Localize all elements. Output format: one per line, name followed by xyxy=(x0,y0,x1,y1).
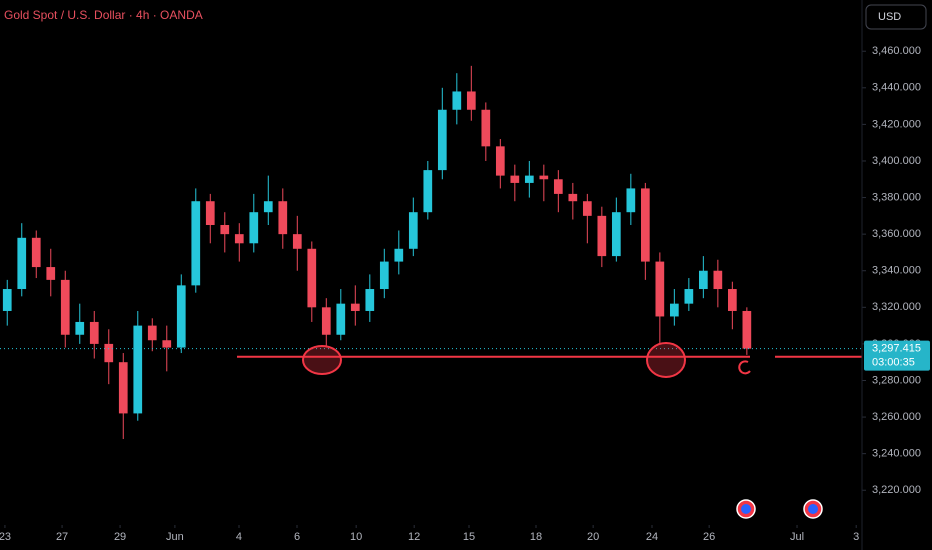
x-tick-label: 18 xyxy=(530,531,542,543)
candle-body xyxy=(350,303,360,311)
candle-body xyxy=(713,270,723,290)
candle-body xyxy=(582,201,592,216)
last-price-label: 3,297.415 xyxy=(872,343,921,355)
candle-body xyxy=(205,201,215,225)
candle-body xyxy=(669,303,679,317)
x-tick-label: 27 xyxy=(56,531,68,543)
candle-body xyxy=(162,340,172,348)
candle-body xyxy=(234,234,244,244)
candle-body xyxy=(46,267,56,280)
candle-body xyxy=(336,303,346,335)
candle-body xyxy=(698,270,708,290)
candle-body xyxy=(466,91,476,110)
x-tick-label: 23 xyxy=(0,531,11,543)
y-tick-label: 3,440.000 xyxy=(872,82,921,94)
arc-mark xyxy=(738,360,751,375)
candle-body xyxy=(394,248,404,262)
candle-body xyxy=(423,170,433,213)
x-tick-label: Jun xyxy=(166,531,184,543)
y-tick-label: 3,460.000 xyxy=(872,45,921,57)
candle-body xyxy=(17,237,27,290)
x-tick-label: 12 xyxy=(408,531,420,543)
candle-body xyxy=(365,289,375,311)
event-icon-inner xyxy=(808,504,818,514)
candle-body xyxy=(539,175,549,180)
candle-body xyxy=(75,321,85,335)
y-tick-label: 3,360.000 xyxy=(872,228,921,240)
event-icon-inner xyxy=(741,504,751,514)
x-tick-label: 6 xyxy=(294,531,300,543)
x-tick-label: Jul xyxy=(790,531,804,543)
candle-body xyxy=(655,261,665,317)
candle-body xyxy=(437,109,447,171)
candle-body xyxy=(728,289,737,311)
candle-body xyxy=(191,201,201,286)
y-tick-label: 3,420.000 xyxy=(872,118,921,130)
candle-body xyxy=(31,237,41,268)
y-tick-label: 3,320.000 xyxy=(872,301,921,313)
candle-body xyxy=(249,212,259,244)
highlight-circle xyxy=(302,345,342,375)
chart-title: Gold Spot / U.S. Dollar · 4h · OANDA xyxy=(4,8,203,22)
y-tick-label: 3,280.000 xyxy=(872,374,921,386)
candle-body xyxy=(307,248,317,308)
candle-body xyxy=(147,325,157,341)
x-tick-label: 15 xyxy=(463,531,475,543)
x-tick-label: 24 xyxy=(646,531,658,543)
candle-body xyxy=(220,225,230,235)
candle-body xyxy=(89,321,99,344)
y-tick-label: 3,240.000 xyxy=(872,448,921,460)
candle-body xyxy=(379,261,389,290)
currency-label[interactable]: USD xyxy=(878,11,901,23)
candle-body xyxy=(408,212,418,249)
x-tick-label: 20 xyxy=(587,531,599,543)
x-tick-label: 10 xyxy=(350,531,362,543)
currency-button[interactable] xyxy=(865,4,927,30)
candle-body xyxy=(118,362,128,414)
candle-body xyxy=(292,234,302,249)
x-tick-label: 4 xyxy=(236,531,242,543)
y-tick-label: 3,340.000 xyxy=(872,265,921,277)
candle-body xyxy=(60,279,70,335)
y-tick-label: 3,260.000 xyxy=(872,411,921,423)
y-tick-label: 3,380.000 xyxy=(872,191,921,203)
candle-body xyxy=(452,91,462,110)
candle-body xyxy=(263,201,273,213)
y-tick-label: 3,400.000 xyxy=(872,155,921,167)
candle-body xyxy=(481,109,491,147)
candle-body xyxy=(553,179,563,194)
x-tick-label: 3 xyxy=(853,531,859,543)
x-tick-label: 29 xyxy=(114,531,126,543)
highlight-circle xyxy=(646,342,686,378)
candle-body xyxy=(524,175,534,183)
candle-body xyxy=(104,343,114,363)
candle-body xyxy=(495,146,505,176)
candle-body xyxy=(133,325,143,414)
candle-body xyxy=(597,215,607,257)
candle-body xyxy=(640,188,650,262)
candle-body xyxy=(176,285,186,348)
candle-body xyxy=(626,188,636,213)
candle-body xyxy=(510,175,520,183)
candle-body xyxy=(568,193,578,202)
candle-body xyxy=(2,289,12,311)
x-tick-label: 26 xyxy=(703,531,715,543)
last-price-tag xyxy=(864,340,930,371)
candle-body xyxy=(684,289,694,304)
candle-body xyxy=(321,307,331,335)
y-tick-label: 3,220.000 xyxy=(872,484,921,496)
candle-body xyxy=(742,310,752,349)
candle-body xyxy=(278,201,288,235)
candle-body xyxy=(611,212,621,257)
countdown-label: 03:00:35 xyxy=(872,357,915,369)
